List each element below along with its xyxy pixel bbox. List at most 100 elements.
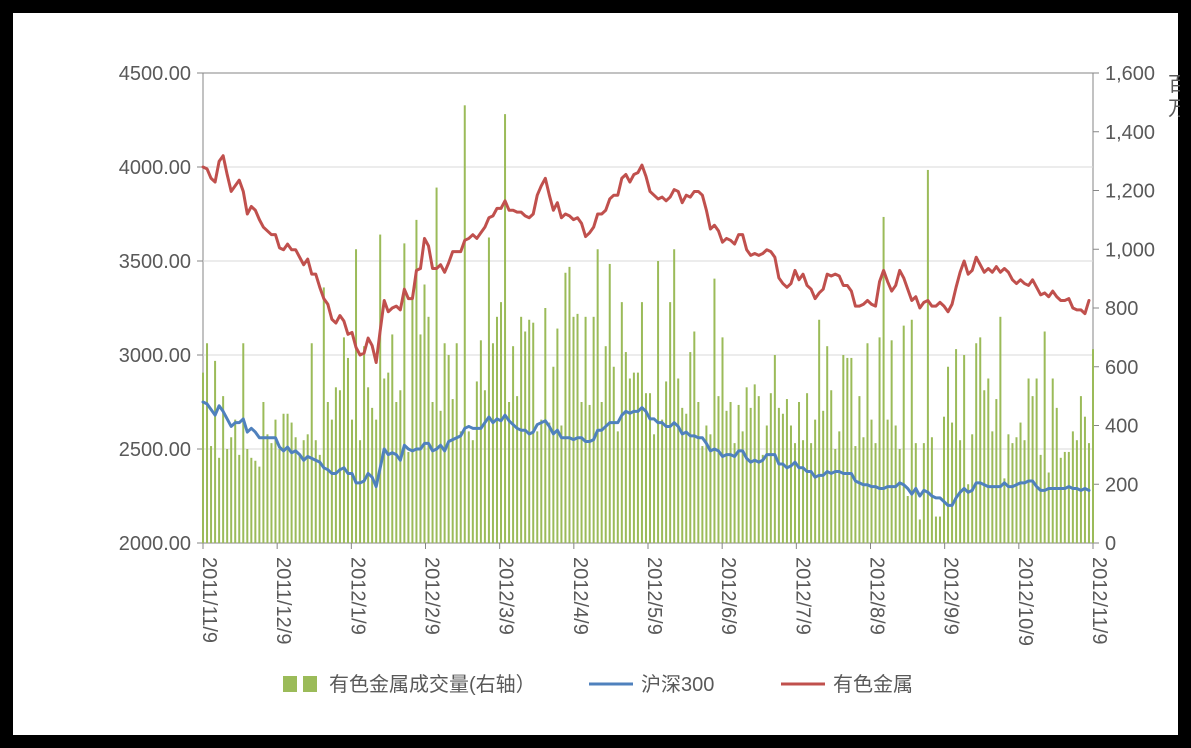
volume-bar bbox=[846, 358, 848, 543]
left-axis-tick: 4500.00 bbox=[119, 63, 191, 85]
volume-bar bbox=[464, 105, 466, 543]
volume-bar bbox=[887, 420, 889, 543]
volume-bar bbox=[552, 367, 554, 543]
volume-bar bbox=[834, 449, 836, 543]
volume-bar bbox=[339, 390, 341, 543]
volume-bar bbox=[307, 434, 309, 543]
volume-bar bbox=[943, 417, 945, 543]
volume-bar bbox=[387, 373, 389, 543]
right-axis-tick: 800 bbox=[1105, 298, 1138, 320]
volume-bar bbox=[681, 408, 683, 543]
volume-bar bbox=[697, 402, 699, 543]
legend-label: 有色金属成交量(右轴） bbox=[329, 673, 536, 696]
right-axis-unit: 百 bbox=[1168, 74, 1180, 96]
volume-bar bbox=[262, 402, 264, 543]
volume-bar bbox=[653, 434, 655, 543]
volume-bar bbox=[633, 373, 635, 543]
volume-bar bbox=[367, 387, 369, 543]
volume-bar bbox=[270, 443, 272, 543]
volume-bar bbox=[323, 287, 325, 543]
volume-bar bbox=[907, 496, 909, 543]
volume-bar bbox=[206, 343, 208, 543]
x-axis-label: 2011/12/9 bbox=[272, 557, 294, 645]
volume-bar bbox=[774, 355, 776, 543]
volume-bar bbox=[419, 334, 421, 543]
volume-bar bbox=[838, 431, 840, 543]
x-axis-label: 2012/4/9 bbox=[569, 557, 591, 635]
right-axis-tick: 600 bbox=[1105, 357, 1138, 379]
volume-bar bbox=[460, 431, 462, 543]
volume-bar bbox=[1080, 396, 1082, 543]
volume-bar bbox=[585, 317, 587, 543]
volume-bar bbox=[597, 249, 599, 543]
volume-bar bbox=[266, 434, 268, 543]
volume-bar bbox=[468, 431, 470, 543]
volume-bar bbox=[931, 437, 933, 543]
volume-bar bbox=[673, 249, 675, 543]
volume-bar bbox=[456, 343, 458, 543]
volume-bar bbox=[472, 440, 474, 543]
volume-bar bbox=[601, 402, 603, 543]
volume-bar bbox=[1040, 455, 1042, 543]
volume-bar bbox=[842, 355, 844, 543]
volume-bar bbox=[395, 402, 397, 543]
volume-bar bbox=[303, 440, 305, 543]
legend-swatch-bar bbox=[303, 676, 317, 692]
volume-bar bbox=[226, 449, 228, 543]
volume-bar bbox=[577, 314, 579, 543]
volume-bar bbox=[919, 520, 921, 544]
volume-bar bbox=[963, 355, 965, 543]
left-axis-tick: 2500.00 bbox=[119, 439, 191, 461]
volume-bar bbox=[1092, 349, 1094, 543]
volume-bar bbox=[1003, 478, 1005, 543]
volume-bar bbox=[665, 381, 667, 543]
volume-bar bbox=[995, 399, 997, 543]
left-axis-tick: 4000.00 bbox=[119, 157, 191, 179]
volume-bar bbox=[866, 343, 868, 543]
volume-bar bbox=[484, 390, 486, 543]
volume-bar bbox=[254, 461, 256, 543]
x-axis-label: 2012/7/9 bbox=[791, 557, 813, 635]
volume-bar bbox=[786, 399, 788, 543]
volume-bar bbox=[850, 358, 852, 543]
volume-bar bbox=[935, 517, 937, 543]
x-axis-label: 2011/11/9 bbox=[198, 557, 220, 643]
volume-bar bbox=[343, 337, 345, 543]
volume-bar bbox=[814, 420, 816, 543]
volume-bar bbox=[423, 285, 425, 544]
volume-bar bbox=[524, 332, 526, 544]
series-line bbox=[203, 156, 1089, 363]
volume-bar bbox=[242, 343, 244, 543]
volume-bar bbox=[742, 431, 744, 543]
volume-bar bbox=[347, 358, 349, 543]
volume-bar bbox=[770, 393, 772, 543]
volume-bar bbox=[903, 326, 905, 543]
volume-bar bbox=[319, 455, 321, 543]
volume-bar bbox=[1060, 458, 1062, 543]
outer-frame: 2000.002500.003000.003500.004000.004500.… bbox=[0, 0, 1191, 748]
volume-bar bbox=[540, 420, 542, 543]
volume-bar bbox=[758, 396, 760, 543]
right-axis-tick: 400 bbox=[1105, 416, 1138, 438]
volume-bar bbox=[613, 367, 615, 543]
volume-bar bbox=[544, 308, 546, 543]
volume-bar bbox=[335, 387, 337, 543]
volume-bar bbox=[818, 320, 820, 543]
x-axis-label: 2012/8/9 bbox=[866, 557, 888, 635]
volume-bar bbox=[734, 443, 736, 543]
right-axis-tick: 0 bbox=[1105, 533, 1116, 555]
volume-bar bbox=[564, 273, 566, 543]
x-axis-label: 2012/11/9 bbox=[1088, 557, 1110, 645]
volume-bar bbox=[798, 402, 800, 543]
volume-bar bbox=[766, 426, 768, 544]
volume-bar bbox=[810, 443, 812, 543]
volume-bar bbox=[214, 361, 216, 543]
volume-bar bbox=[299, 455, 301, 543]
volume-bar bbox=[762, 455, 764, 543]
volume-bar bbox=[246, 449, 248, 543]
volume-bar bbox=[605, 346, 607, 543]
volume-bar bbox=[802, 440, 804, 543]
volume-bar bbox=[283, 414, 285, 543]
volume-bar bbox=[738, 405, 740, 543]
volume-bar bbox=[778, 408, 780, 543]
